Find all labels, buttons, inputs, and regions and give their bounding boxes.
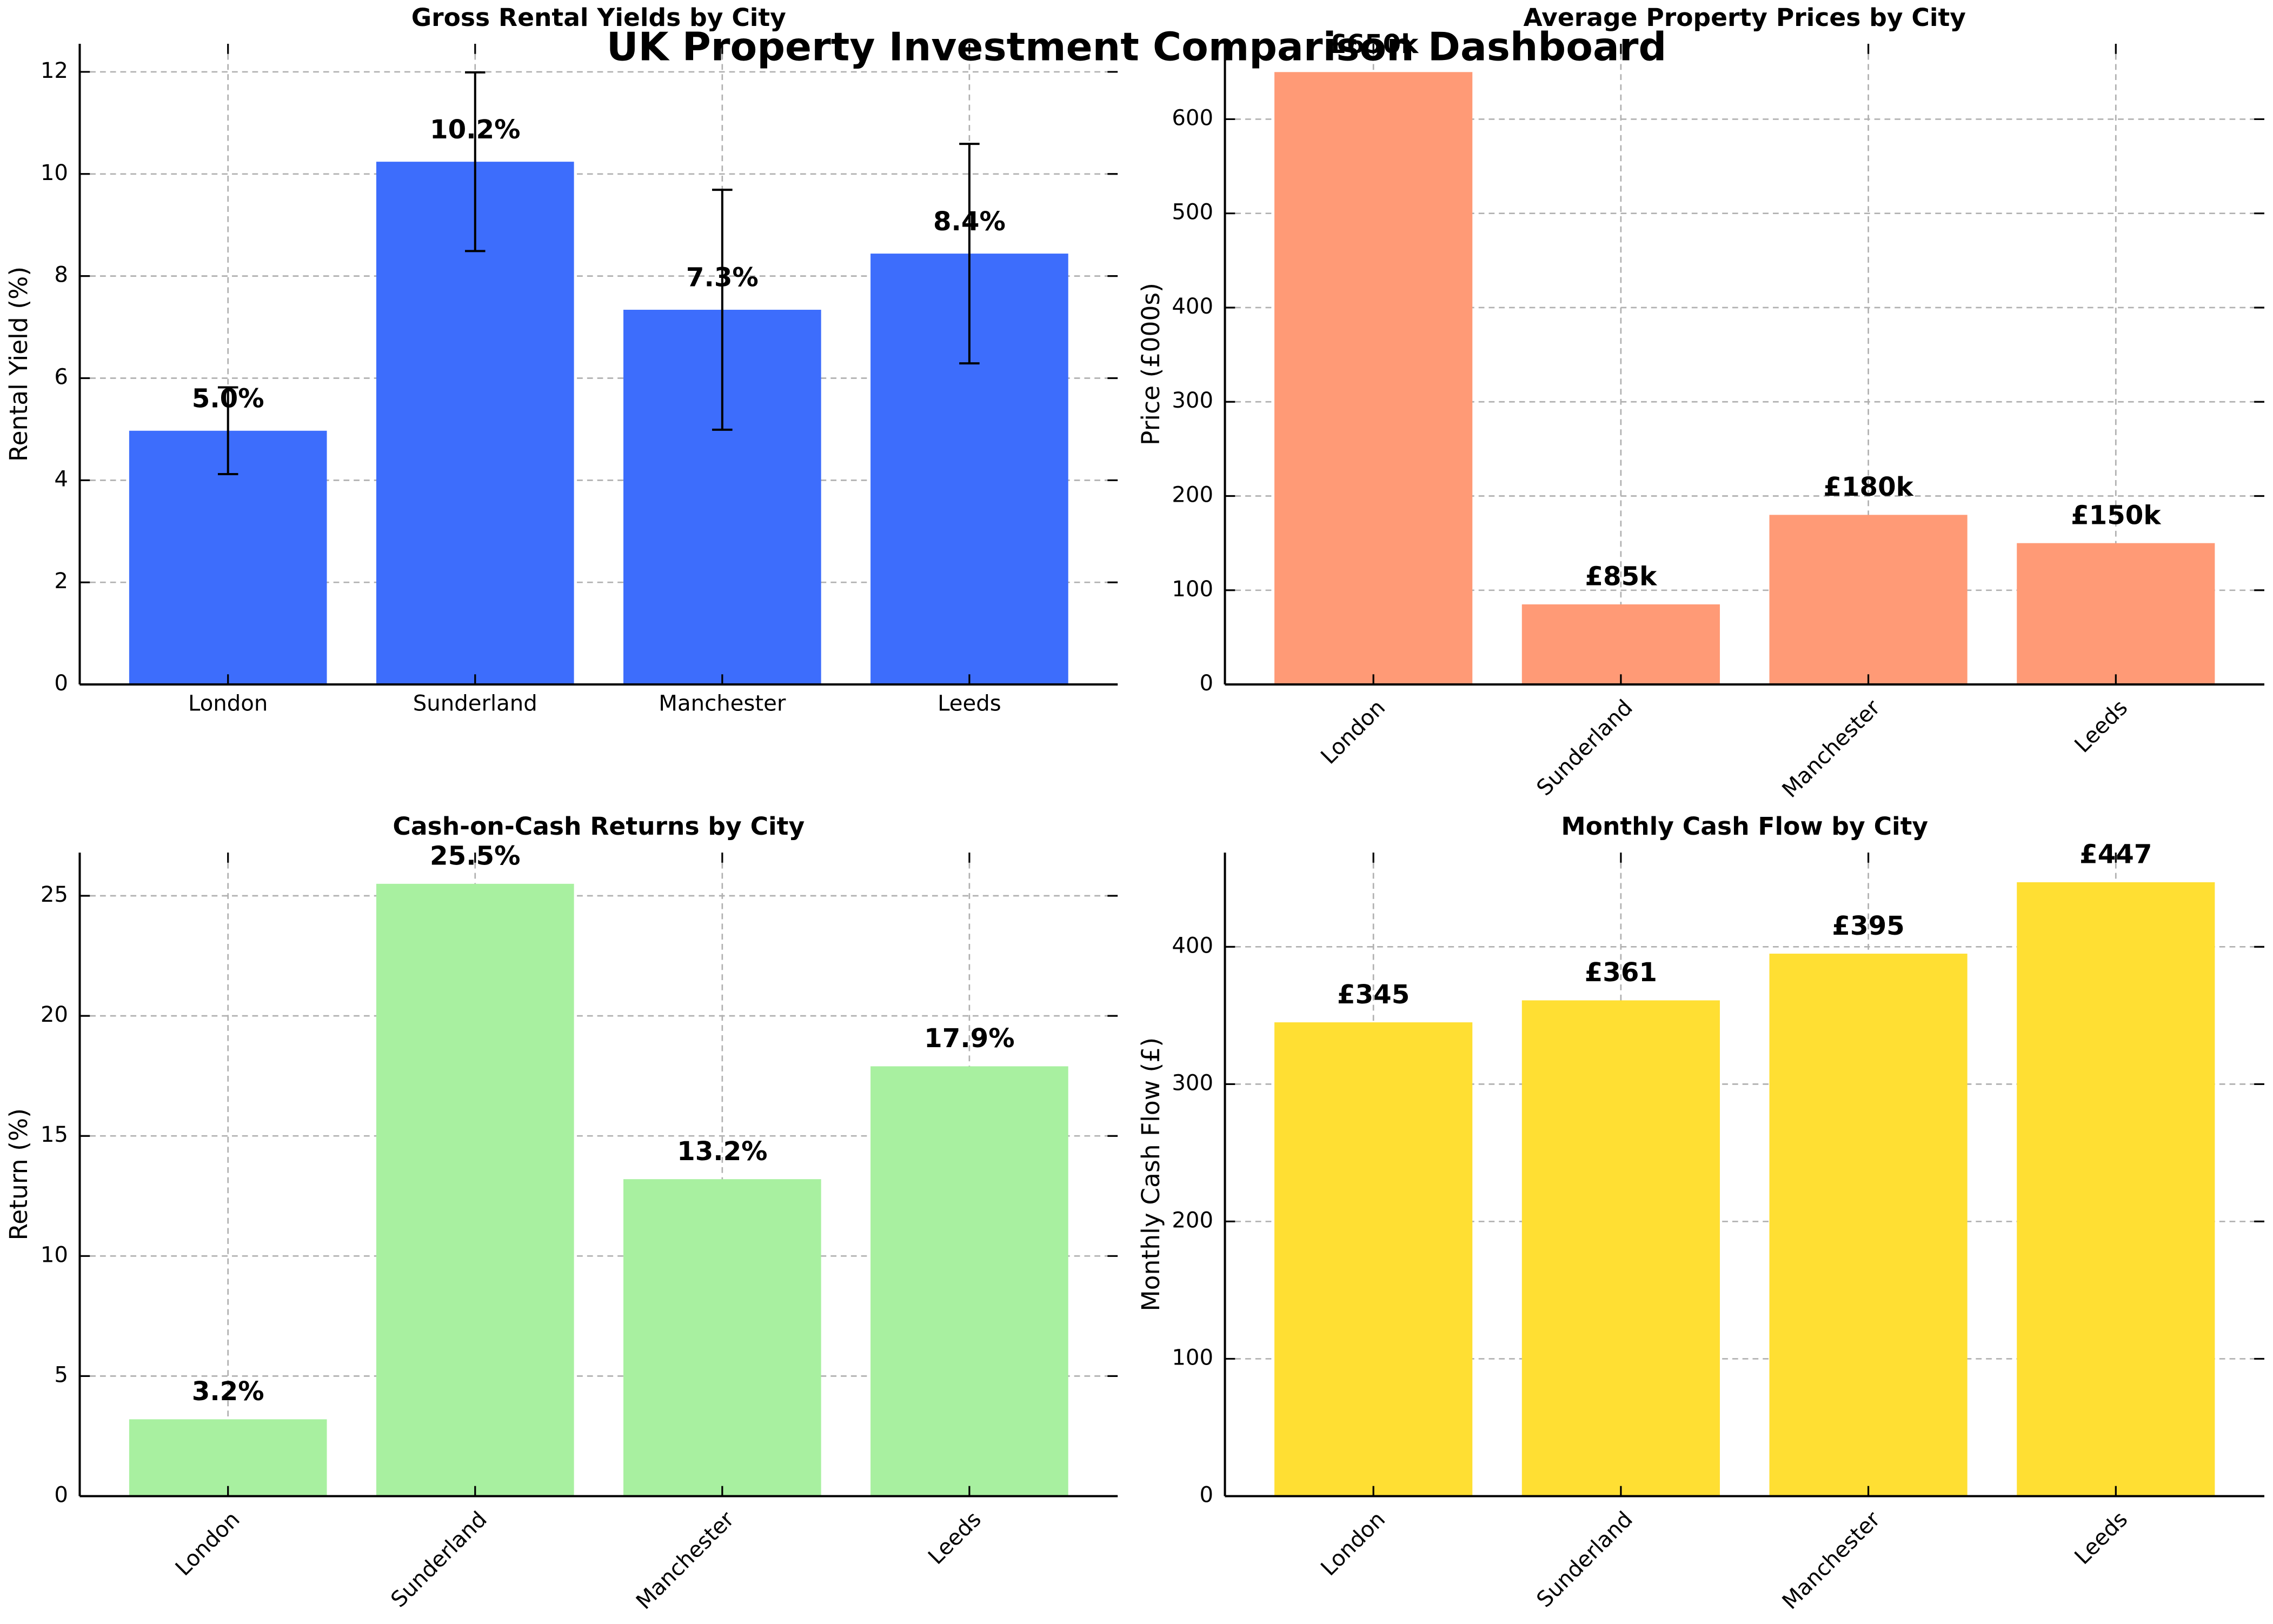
value-label: 7.3% [686, 263, 759, 293]
x-tick-label: London [188, 691, 268, 716]
y-tick-label: 200 [1172, 483, 1213, 508]
y-tick-label: 20 [41, 1002, 68, 1027]
y-axis-label: Rental Yield (%) [4, 267, 33, 462]
value-label: £150k [2071, 500, 2161, 530]
error-bar [465, 71, 486, 252]
value-label: 17.9% [924, 1023, 1014, 1054]
value-label: £345 [1337, 980, 1410, 1010]
y-tick-label: 0 [54, 671, 68, 696]
y-tick-label: 100 [1172, 1345, 1213, 1370]
y-tick-label: 2 [54, 569, 68, 594]
value-label: 3.2% [192, 1376, 264, 1407]
chart-title: Monthly Cash Flow by City [1561, 812, 1928, 841]
value-label: 13.2% [677, 1136, 767, 1167]
error-bar [217, 386, 238, 476]
y-tick-label: 8 [54, 263, 68, 288]
y-tick-label: 300 [1172, 388, 1213, 413]
y-tick-label: 100 [1172, 577, 1213, 602]
bar [1274, 72, 1473, 685]
y-tick-label: 500 [1172, 200, 1213, 225]
bar [1769, 954, 1968, 1496]
y-tick-label: 4 [54, 467, 68, 491]
y-tick-label: 300 [1172, 1070, 1213, 1095]
bar [1521, 604, 1720, 685]
error-bar [959, 143, 980, 365]
bar [376, 883, 574, 1496]
x-tick-label: Sunderland [413, 691, 537, 716]
bar [129, 1419, 327, 1496]
chart-title: Average Property Prices by City [1524, 3, 1966, 32]
y-axis-label: Return (%) [4, 1108, 33, 1241]
y-tick-label: 12 [41, 58, 68, 83]
y-tick-label: 15 [41, 1122, 68, 1147]
y-tick-label: 10 [41, 161, 68, 185]
y-tick-label: 10 [41, 1242, 68, 1267]
value-label: £180k [1823, 472, 1913, 502]
bar [870, 1066, 1068, 1496]
value-label: 8.4% [933, 207, 1006, 237]
y-tick-label: 0 [1200, 1482, 1214, 1507]
y-tick-label: 25 [41, 882, 68, 907]
value-label: £361 [1585, 957, 1657, 988]
x-tick-label: Leeds [938, 691, 1001, 716]
chart-title: Cash-on-Cash Returns by City [393, 812, 805, 841]
y-tick-label: 6 [54, 365, 68, 390]
y-axis-label: Monthly Cash Flow (£) [1136, 1037, 1165, 1312]
y-tick-label: 5 [54, 1362, 68, 1387]
value-label: 5.0% [192, 383, 264, 414]
y-tick-label: 400 [1172, 294, 1213, 319]
bar [2017, 882, 2215, 1496]
bar [1274, 1022, 1473, 1496]
y-tick-label: 600 [1172, 105, 1213, 130]
value-label: £85k [1585, 562, 1657, 592]
bar [1769, 515, 1968, 685]
value-label: £395 [1832, 911, 1904, 941]
chart-title: Gross Rental Yields by City [411, 3, 786, 32]
y-tick-label: 200 [1172, 1208, 1213, 1233]
error-bar [712, 189, 733, 431]
bar [1521, 1000, 1720, 1496]
y-tick-label: 400 [1172, 933, 1213, 958]
bar [2017, 543, 2215, 685]
bar [623, 1179, 821, 1496]
x-tick-label: Manchester [659, 691, 786, 716]
y-tick-label: 0 [1200, 671, 1214, 696]
page-title: UK Property Investment Comparison Dashbo… [607, 25, 1667, 70]
value-label: 10.2% [430, 115, 520, 145]
y-axis-label: Price (£000s) [1136, 283, 1165, 445]
y-tick-label: 0 [54, 1482, 68, 1507]
